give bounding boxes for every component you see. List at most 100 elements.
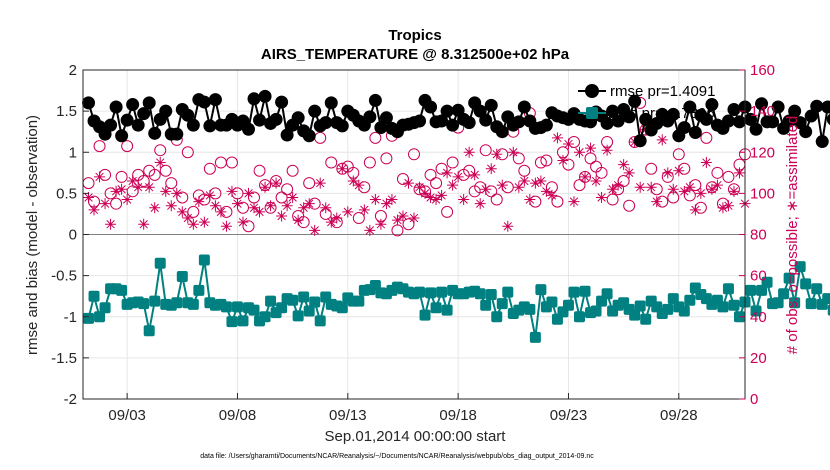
bias-point <box>99 302 111 314</box>
possible-obs-marker <box>203 162 216 175</box>
bias-point <box>414 286 426 298</box>
assimilated-obs-marker <box>325 216 337 228</box>
possible-obs-marker <box>623 199 636 212</box>
possible-obs-marker <box>408 148 420 161</box>
assimilated-obs-marker <box>458 194 470 206</box>
assimilated-obs-marker <box>342 206 354 218</box>
right-y-tick-label: 60 <box>750 268 767 285</box>
assimilated-obs-marker <box>540 185 552 197</box>
assimilated-obs-marker <box>634 181 646 193</box>
assimilated-obs-marker <box>231 198 243 210</box>
rmse-point <box>633 134 647 148</box>
rmse-point <box>104 118 118 132</box>
rmse-point <box>269 112 283 126</box>
x-tick-label: 09/13 <box>329 407 367 424</box>
possible-obs-marker <box>159 164 172 177</box>
assimilated-obs-marker <box>121 194 133 206</box>
assimilated-obs-marker <box>436 189 448 201</box>
possible-obs-marker <box>115 170 128 183</box>
possible-obs-marker <box>446 156 459 169</box>
assimilated-obs-marker <box>463 146 475 158</box>
assimilated-obs-marker <box>281 200 293 212</box>
left-y-tick-label: -2 <box>64 391 77 408</box>
assimilated-obs-marker <box>535 175 547 187</box>
assimilated-obs-marker <box>182 212 194 224</box>
bias-point <box>491 311 503 323</box>
rmse-point <box>539 118 553 132</box>
bias-point <box>800 278 812 290</box>
rmse-point <box>721 114 735 128</box>
assimilated-obs-marker <box>292 214 304 226</box>
possible-obs-marker <box>325 156 338 169</box>
assimilated-obs-marker <box>562 138 574 150</box>
rmse-point <box>424 100 438 114</box>
assimilated-obs-marker <box>485 163 497 175</box>
rmse-point <box>258 89 272 103</box>
rmse-point <box>666 107 680 121</box>
possible-obs-marker <box>369 131 382 144</box>
assimilated-obs-marker <box>414 181 426 193</box>
assimilated-obs-marker <box>314 177 326 189</box>
assimilated-obs-marker <box>469 169 481 181</box>
possible-obs-marker <box>253 164 266 177</box>
rmse-point <box>291 111 305 125</box>
assimilated-obs-marker <box>254 206 266 218</box>
bias-point <box>143 325 155 337</box>
rmse-point <box>683 100 697 114</box>
rmse-point <box>755 97 769 111</box>
assimilated-obs-marker <box>579 171 591 183</box>
left-y-tick-label: 0 <box>69 227 77 244</box>
possible-obs-marker <box>187 205 200 218</box>
assimilated-obs-marker <box>248 202 260 214</box>
assimilated-obs-marker <box>524 194 536 206</box>
bias-point <box>485 289 497 301</box>
assimilated-obs-marker <box>226 185 238 197</box>
rmse-point <box>440 104 454 118</box>
assimilated-obs-marker <box>336 163 348 175</box>
bias-point <box>430 302 442 314</box>
rmse-point <box>705 98 719 112</box>
rmse-point <box>495 125 509 139</box>
assimilated-obs-marker <box>656 134 668 146</box>
bias-point <box>568 286 580 298</box>
assimilated-obs-marker <box>358 204 370 216</box>
bias-point <box>231 301 243 313</box>
bias-point <box>529 331 541 343</box>
assimilated-obs-marker <box>287 191 299 203</box>
assimilated-obs-marker <box>557 154 569 166</box>
possible-obs-marker <box>93 140 106 153</box>
assimilated-obs-marker <box>496 179 508 191</box>
rmse-point <box>170 127 184 141</box>
bias-point <box>419 309 431 321</box>
assimilated-obs-marker <box>695 187 707 199</box>
assimilated-obs-marker <box>585 142 597 154</box>
bias-point <box>94 311 106 323</box>
bias-point <box>226 316 238 328</box>
right-y-axis-ticks: 160 140 120 100 80 60 40 20 0 <box>739 62 775 408</box>
assimilated-obs-marker <box>160 185 172 197</box>
rmse-point <box>435 114 449 128</box>
rmse-point <box>197 95 211 109</box>
assimilated-obs-marker <box>105 218 117 230</box>
chart-title: Tropics <box>388 27 441 44</box>
bias-point <box>171 297 183 309</box>
observation-count-series <box>82 96 751 237</box>
assimilated-obs-marker <box>138 218 150 230</box>
x-tick-label: 09/08 <box>219 407 257 424</box>
assimilated-obs-marker <box>447 179 459 191</box>
possible-obs-marker <box>672 148 685 161</box>
right-y-axis-label: # of obs: o=possible; ∗=assimilated <box>784 116 801 355</box>
bias-point <box>425 287 437 299</box>
assimilated-obs-marker <box>198 216 210 228</box>
bias-point <box>562 299 574 311</box>
rmse-point <box>159 104 173 118</box>
right-y-tick-label: 160 <box>750 62 775 79</box>
assimilated-obs-marker <box>651 196 663 208</box>
assimilated-obs-marker <box>684 181 696 193</box>
left-y-tick-label: -1.5 <box>51 350 77 367</box>
bias-point <box>761 276 773 288</box>
assimilated-obs-marker <box>391 214 403 226</box>
possible-obs-marker <box>110 197 123 210</box>
rmse-point <box>810 99 824 113</box>
assimilated-obs-marker <box>143 181 155 193</box>
